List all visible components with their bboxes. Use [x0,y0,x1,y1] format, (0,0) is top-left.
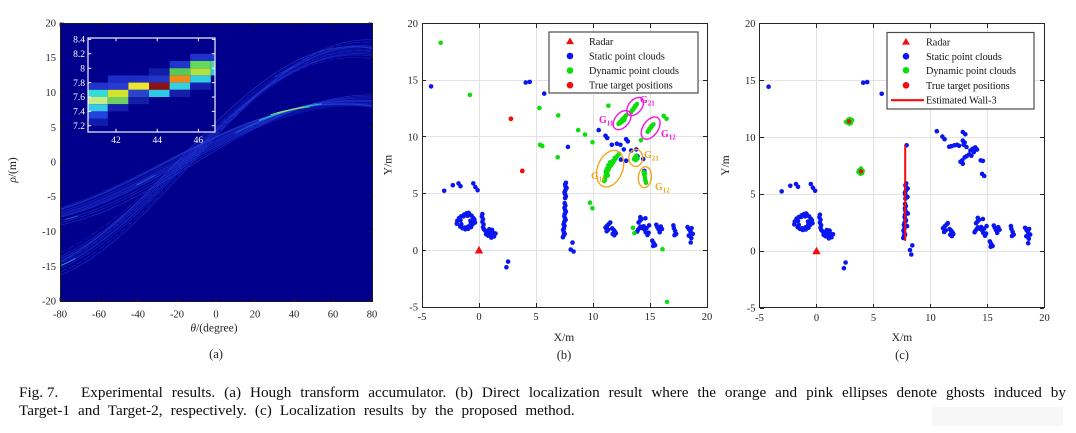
svg-text:Y/m: Y/m [720,155,732,176]
svg-text:X/m: X/m [554,332,575,344]
svg-text:True target positions: True target positions [589,81,673,92]
svg-text:Static point clouds: Static point clouds [926,52,1002,63]
svg-text:5: 5 [533,312,538,323]
svg-text:7.6: 7.6 [73,93,85,103]
svg-text:Radar: Radar [926,38,951,49]
svg-text:15: 15 [982,313,993,324]
svg-text:Estimated Wall-3: Estimated Wall-3 [926,96,997,107]
svg-text:Static point clouds: Static point clouds [589,52,665,63]
svg-text:-5: -5 [409,303,418,314]
svg-text:0: 0 [750,247,755,258]
svg-text:5: 5 [51,123,56,134]
svg-text:0: 0 [814,313,819,324]
svg-text:5: 5 [871,313,876,324]
svg-text:G11: G11 [599,115,614,128]
svg-text:-15: -15 [42,262,56,273]
svg-text:0: 0 [476,312,481,323]
svg-text:(c): (c) [895,348,909,362]
svg-text:ρ/(m): ρ/(m) [7,157,19,184]
svg-text:-60: -60 [92,310,106,321]
svg-text:8: 8 [80,64,85,74]
svg-text:10: 10 [745,133,756,144]
svg-text:7.8: 7.8 [73,79,85,89]
svg-text:5: 5 [413,189,418,200]
svg-text:(b): (b) [557,348,572,362]
svg-text:(a): (a) [209,347,223,361]
svg-text:20: 20 [250,310,261,321]
svg-text:θ/(degree): θ/(degree) [190,323,237,335]
svg-text:-5: -5 [418,312,427,323]
svg-text:0: 0 [213,310,218,321]
svg-text:True target positions: True target positions [926,81,1010,92]
svg-text:Dynamic point clouds: Dynamic point clouds [589,66,679,77]
svg-text:15: 15 [46,53,57,64]
svg-text:-5: -5 [47,192,56,203]
svg-text:-5: -5 [755,313,764,324]
svg-text:10: 10 [408,132,419,143]
svg-text:0: 0 [413,246,418,257]
svg-text:20: 20 [745,19,756,30]
svg-text:60: 60 [328,310,339,321]
svg-text:-20: -20 [42,297,56,308]
svg-text:-10: -10 [42,227,56,238]
svg-text:G21: G21 [640,95,655,108]
svg-text:-80: -80 [53,310,67,321]
svg-text:-5: -5 [747,304,756,315]
svg-text:8.2: 8.2 [73,50,85,60]
svg-text:7.2: 7.2 [73,122,85,132]
svg-text:10: 10 [588,312,599,323]
svg-text:Y/m: Y/m [383,155,395,176]
svg-text:-40: -40 [131,310,145,321]
svg-text:Dynamic point clouds: Dynamic point clouds [926,66,1016,77]
svg-text:80: 80 [367,310,378,321]
svg-text:20: 20 [702,312,713,323]
svg-text:20: 20 [46,19,57,30]
svg-text:10: 10 [46,88,57,99]
svg-text:G21: G21 [644,150,659,163]
svg-text:G12: G12 [661,129,676,142]
svg-text:20: 20 [1039,313,1050,324]
svg-text:10: 10 [925,313,936,324]
svg-text:46: 46 [194,136,204,146]
svg-text:7.4: 7.4 [73,108,85,118]
svg-text:44: 44 [152,136,162,146]
svg-text:40: 40 [289,310,300,321]
svg-text:8.4: 8.4 [73,36,85,46]
svg-text:G11: G11 [591,171,606,184]
svg-text:15: 15 [408,76,419,87]
svg-text:15: 15 [645,312,656,323]
svg-text:20: 20 [408,19,419,30]
svg-text:0: 0 [51,158,56,169]
svg-text:G12: G12 [655,182,670,195]
svg-text:-20: -20 [170,310,184,321]
svg-text:5: 5 [750,190,755,201]
svg-text:X/m: X/m [892,332,913,344]
svg-text:42: 42 [111,136,121,146]
svg-text:Radar: Radar [589,37,614,48]
svg-text:15: 15 [745,76,756,87]
